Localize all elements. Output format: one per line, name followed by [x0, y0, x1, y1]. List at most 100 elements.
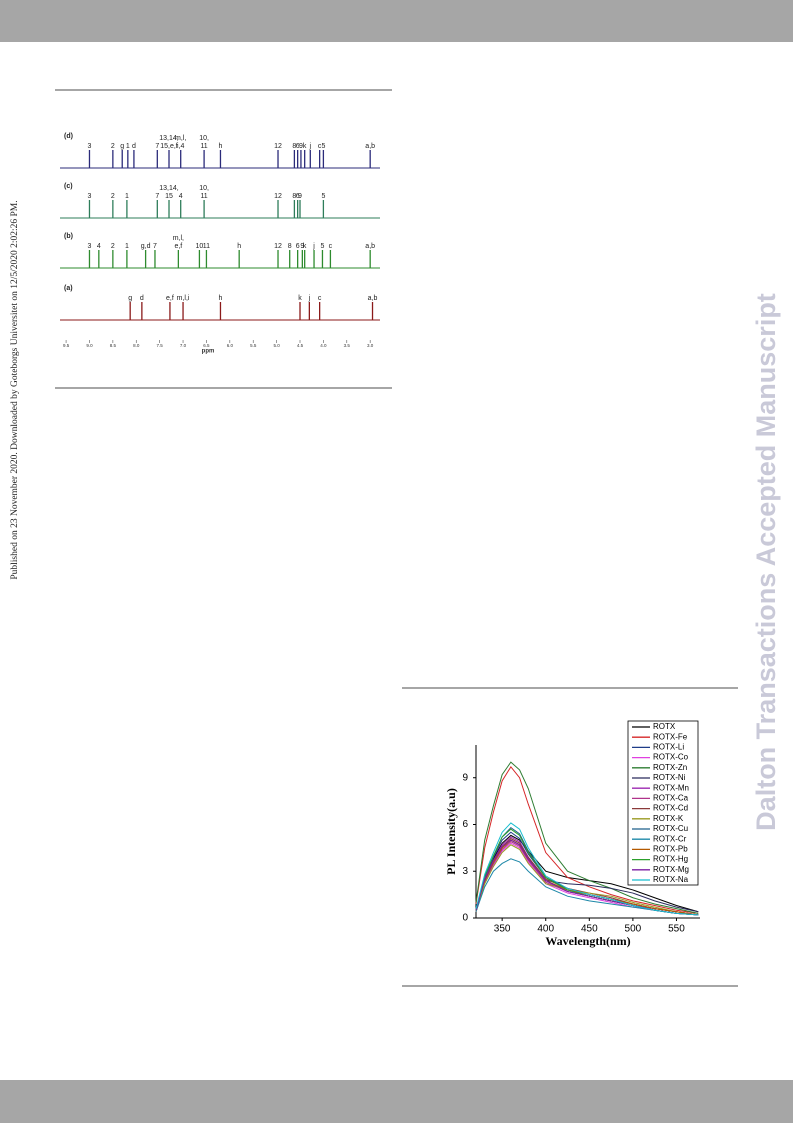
peak-label: 7 — [155, 193, 159, 200]
peak-label: c — [329, 243, 333, 250]
spectrum-label: (a) — [64, 285, 73, 292]
peak-label: 10, — [199, 185, 209, 192]
x-tick-label: 8.0 — [133, 343, 140, 348]
legend-label: ROTX-Mn — [653, 783, 689, 792]
peak-label: m,l, — [175, 135, 186, 142]
peak-label: 3 — [88, 193, 92, 200]
axis-label: ppm — [202, 349, 215, 355]
peak-label: 11 — [200, 143, 207, 150]
peak-label: c — [318, 295, 322, 302]
x-tick-label: 9.5 — [63, 343, 70, 348]
peak-label: i,4 — [177, 143, 185, 150]
peak-label: e,f — [174, 243, 182, 250]
peak-label: 11 — [200, 193, 207, 200]
spectrum-label: (d) — [64, 133, 73, 140]
peak-label: 6 — [296, 243, 300, 250]
x-tick-label: 6.5 — [203, 343, 210, 348]
peak-label: 8 — [292, 193, 296, 200]
peak-label: 1 — [125, 193, 129, 200]
spectrum-label: (b) — [64, 233, 73, 240]
x-tick-label: 5.5 — [250, 343, 257, 348]
x-tick-label: 450 — [581, 924, 598, 935]
peak-label: 3 — [88, 243, 92, 250]
peak-label: 6 — [296, 193, 300, 200]
peak-label: g — [128, 295, 132, 302]
side-note: Published on 23 November 2020. Downloade… — [10, 200, 20, 579]
peak-label: 13,14, — [159, 185, 179, 192]
peak-label: 8 — [288, 243, 292, 250]
peak-label: 15,e,f — [160, 143, 178, 150]
y-tick-label: 3 — [462, 866, 468, 877]
x-tick-label: 7.5 — [157, 343, 164, 348]
x-tick-label: 3.5 — [344, 343, 351, 348]
legend-label: ROTX-Pb — [653, 845, 688, 854]
peak-label: 1 — [125, 243, 129, 250]
x-tick-label: 400 — [537, 924, 554, 935]
x-tick-label: 350 — [494, 924, 511, 935]
legend-label: ROTX-Hg — [653, 855, 688, 864]
y-tick-label: 0 — [462, 913, 468, 924]
peak-label: h — [237, 243, 241, 250]
series-line — [475, 765, 699, 914]
peak-label: 7 — [155, 143, 159, 150]
legend-label: ROTX-Mg — [653, 865, 689, 874]
peak-label: m,l,i — [177, 295, 190, 302]
peak-label: 2 — [111, 193, 115, 200]
peak-label: a,b — [365, 143, 375, 150]
peak-label: 1 — [126, 143, 130, 150]
watermark: Dalton Transactions Accepted Manuscript — [751, 293, 781, 831]
peak-label: 12 — [274, 193, 282, 200]
legend-label: ROTX-Cu — [653, 824, 688, 833]
peak-label: g,d — [141, 243, 151, 250]
peak-label: 8 — [292, 143, 296, 150]
x-tick-label: 5.0 — [273, 343, 280, 348]
peak-label: k — [303, 243, 307, 250]
legend-label: ROTX-Fe — [653, 732, 688, 741]
y-tick-label: 6 — [462, 819, 468, 830]
peak-label: 9 — [300, 243, 304, 250]
x-tick-label: 8.5 — [110, 343, 117, 348]
peak-label: 5 — [321, 143, 325, 150]
peak-label: j — [312, 243, 315, 250]
footer-bar — [0, 1080, 793, 1123]
peak-label: 9 — [299, 143, 303, 150]
legend-label: ROTX-Ca — [653, 794, 689, 803]
legend-label: ROTX-Cd — [653, 804, 688, 813]
legend-label: ROTX-Co — [653, 753, 689, 762]
legend-label: ROTX — [653, 722, 676, 731]
peak-label: 11 — [203, 243, 210, 250]
legend-label: ROTX-Na — [653, 875, 689, 884]
series-line — [475, 858, 699, 916]
header-bar — [0, 0, 793, 42]
x-tick-label: 550 — [668, 924, 685, 935]
peak-label: a,b — [368, 295, 378, 302]
peak-label: 5 — [321, 193, 325, 200]
series-line — [475, 844, 699, 916]
peak-label: d — [140, 295, 144, 302]
x-axis-label: Wavelength(nm) — [545, 934, 630, 948]
x-tick-label: 4.5 — [297, 343, 304, 348]
legend-label: ROTX-Ni — [653, 773, 686, 782]
peak-label: 12 — [274, 143, 282, 150]
spectrum-label: (c) — [64, 183, 73, 190]
x-tick-label: 4.0 — [320, 343, 327, 348]
peak-label: e,f — [166, 295, 174, 302]
peak-label: 15 — [165, 193, 173, 200]
peak-label: k — [298, 295, 302, 302]
peak-label: j — [308, 295, 311, 302]
peak-label: 9 — [298, 193, 302, 200]
series-line — [475, 761, 699, 914]
peak-label: 10 — [196, 243, 204, 250]
legend-label: ROTX-Cr — [653, 834, 687, 843]
peak-label: m,l, — [173, 235, 184, 242]
peak-label: 13,14, — [159, 135, 179, 142]
peak-label: 7 — [153, 243, 157, 250]
peak-label: 10, — [199, 135, 209, 142]
peak-label: 2 — [111, 243, 115, 250]
series-line — [475, 822, 699, 916]
peak-label: a,b — [365, 243, 375, 250]
x-tick-label: 7.0 — [180, 343, 187, 348]
x-tick-label: 500 — [625, 924, 642, 935]
peak-label: c — [318, 143, 322, 150]
